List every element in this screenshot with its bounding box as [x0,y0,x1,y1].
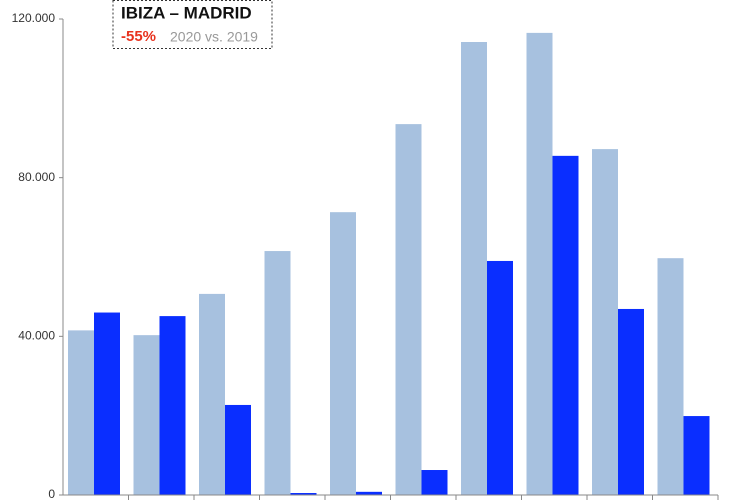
bar [461,42,487,496]
bar [421,470,448,495]
y-tick-label: 120.000 [12,11,56,25]
bar [264,251,291,495]
annotation-box [112,0,273,49]
y-tick-label: 40.000 [18,329,55,343]
bar [395,124,422,495]
bar [94,312,120,495]
bar [657,258,684,495]
bar [225,404,251,495]
bar [552,155,579,495]
annotation-comparison: 2020 vs. 2019 [170,29,258,45]
y-tick-label: 80.000 [18,170,55,184]
y-tick-label: 0 [48,487,55,500]
chart-title: IBIZA – MADRID [121,3,252,22]
bar [133,335,160,495]
bar [290,493,317,495]
bar [683,416,710,495]
bar [159,316,186,495]
bar [592,149,618,495]
bar [618,308,644,495]
bar [526,32,553,496]
bar [356,491,382,495]
bar [330,212,356,495]
bar [487,260,513,495]
bar [199,293,225,495]
bar [68,330,94,495]
annotation-change: -55% [121,28,156,45]
